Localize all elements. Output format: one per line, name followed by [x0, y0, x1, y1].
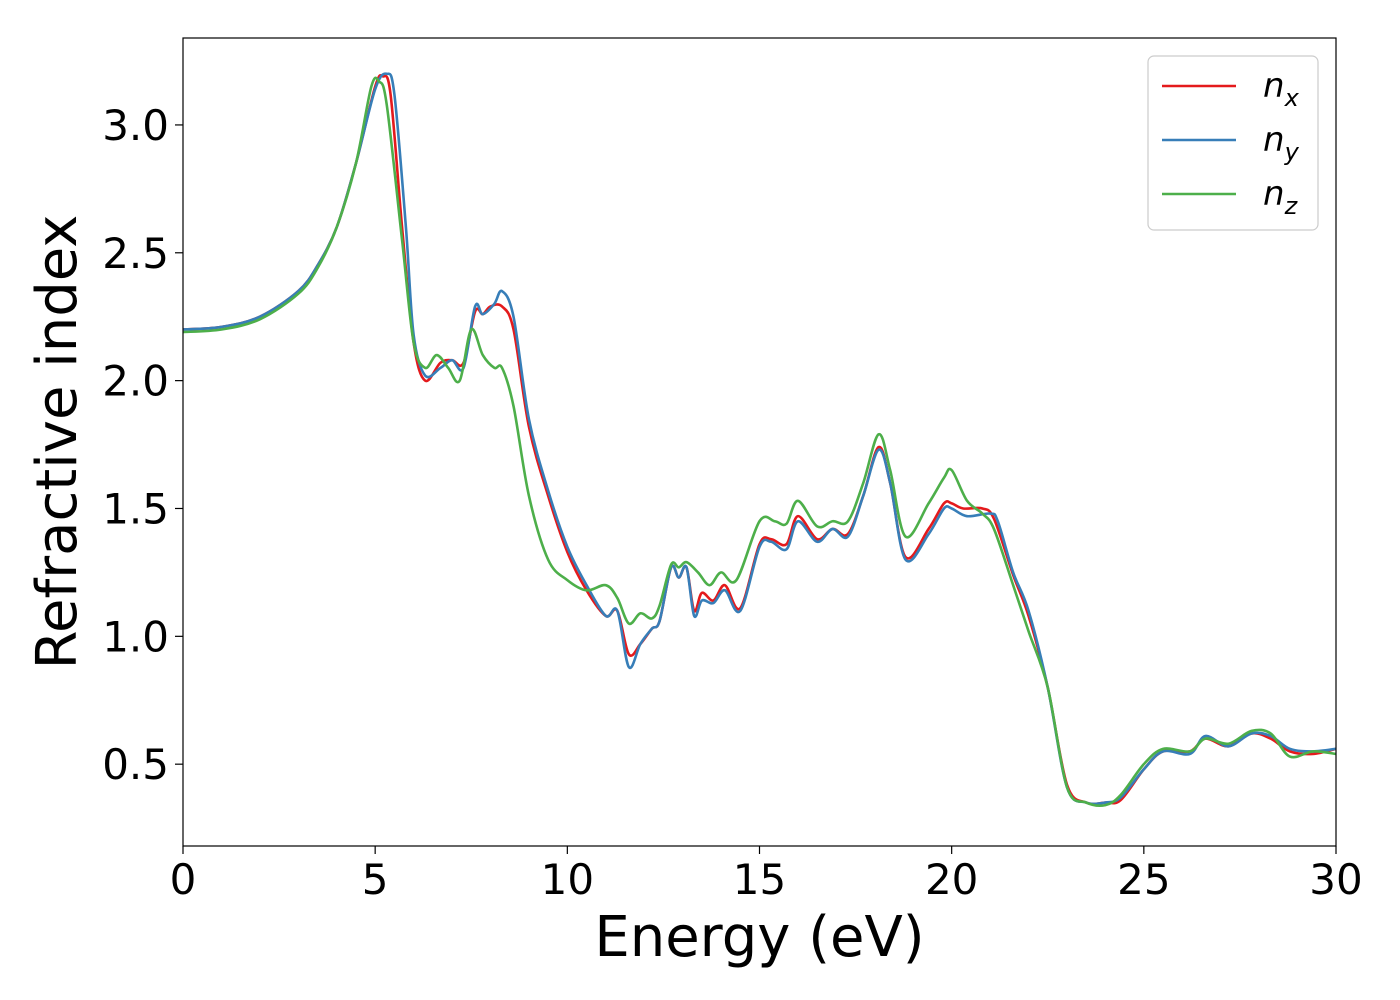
y-tick-label: 0.5: [102, 740, 169, 789]
x-axis-title: Energy (eV): [594, 905, 924, 970]
y-tick-label: 1.5: [102, 484, 169, 533]
x-tick-label: 10: [541, 855, 594, 904]
x-tick-label: 25: [1117, 855, 1170, 904]
series-layer: [182, 72, 1337, 807]
x-tick-label: 5: [362, 855, 389, 904]
legend: nx ny nz: [1147, 55, 1319, 231]
y-axis-title: Refractive index: [25, 215, 90, 670]
x-tick-label: 20: [925, 855, 978, 904]
legend-label-nz: nz: [1263, 174, 1299, 220]
legend-label-nx: nx: [1263, 66, 1300, 112]
plot-background: [183, 38, 1336, 846]
legend-box: [1147, 55, 1319, 231]
x-tick-label: 30: [1309, 855, 1362, 904]
x-tick-label: 0: [170, 855, 197, 904]
series-line-nz: [182, 76, 1337, 807]
y-axis: 0.5 1.0 1.5 2.0 2.5 3.0: [102, 101, 183, 789]
y-tick-label: 2.0: [102, 357, 169, 406]
x-axis: 0 5 10 15 20 25 30: [170, 846, 1363, 904]
y-tick-label: 2.5: [102, 229, 169, 278]
y-tick-label: 3.0: [102, 101, 169, 150]
y-tick-label: 1.0: [102, 612, 169, 661]
x-tick-label: 15: [733, 855, 786, 904]
legend-label-ny: ny: [1263, 120, 1300, 166]
